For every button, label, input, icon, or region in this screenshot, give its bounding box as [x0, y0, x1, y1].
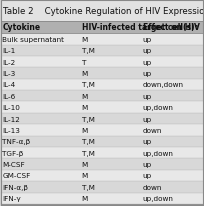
- Bar: [1, 79, 203, 91]
- Text: Table 2    Cytokine Regulation of HIV Expression: Table 2 Cytokine Regulation of HIV Expre…: [3, 7, 204, 16]
- Text: T,M: T,M: [82, 150, 94, 156]
- Text: M: M: [82, 195, 88, 201]
- Bar: [1, 181, 203, 193]
- Bar: [1, 136, 203, 147]
- Text: M: M: [82, 127, 88, 133]
- Text: IL-13: IL-13: [2, 127, 20, 133]
- Text: up: up: [143, 59, 152, 65]
- Bar: [1, 113, 203, 125]
- Bar: [1, 159, 203, 170]
- Text: M: M: [82, 37, 88, 43]
- Text: TNF-α,β: TNF-α,β: [2, 139, 31, 145]
- Text: M: M: [82, 71, 88, 77]
- Text: up: up: [143, 139, 152, 145]
- Text: GM-CSF: GM-CSF: [2, 173, 31, 179]
- Bar: [1, 57, 203, 68]
- Bar: [1, 68, 203, 79]
- Text: M: M: [82, 93, 88, 99]
- Text: up: up: [143, 173, 152, 179]
- Text: up,down: up,down: [143, 105, 174, 111]
- Bar: [1, 102, 203, 113]
- Text: IL-4: IL-4: [2, 82, 16, 88]
- Text: IFN-α,β: IFN-α,β: [2, 184, 28, 190]
- Text: T: T: [82, 59, 86, 65]
- Text: IL-6: IL-6: [2, 93, 16, 99]
- Text: up: up: [143, 116, 152, 122]
- Text: up: up: [143, 161, 152, 167]
- Text: down,down: down,down: [143, 82, 184, 88]
- Text: T,M: T,M: [82, 116, 94, 122]
- Text: T,M: T,M: [82, 82, 94, 88]
- Text: up: up: [143, 93, 152, 99]
- Bar: [1, 91, 203, 102]
- Bar: [1, 1, 203, 22]
- Text: down: down: [143, 184, 162, 190]
- Text: Cytokine: Cytokine: [2, 23, 41, 32]
- Text: IL-1: IL-1: [2, 48, 16, 54]
- Text: TGF-β: TGF-β: [2, 150, 24, 156]
- Text: down: down: [143, 127, 162, 133]
- Text: up: up: [143, 37, 152, 43]
- Text: IL-3: IL-3: [2, 71, 16, 77]
- Text: IL-2: IL-2: [2, 59, 16, 65]
- Text: M: M: [82, 173, 88, 179]
- Text: up: up: [143, 71, 152, 77]
- Text: up,down: up,down: [143, 195, 174, 201]
- Bar: [1, 147, 203, 159]
- Bar: [1, 125, 203, 136]
- Bar: [1, 22, 203, 34]
- Text: M: M: [82, 161, 88, 167]
- Text: IL-12: IL-12: [2, 116, 20, 122]
- Text: IFN-γ: IFN-γ: [2, 195, 21, 201]
- Bar: [1, 34, 203, 45]
- Bar: [1, 193, 203, 204]
- Bar: [1, 45, 203, 57]
- Text: T,M: T,M: [82, 184, 94, 190]
- Text: M-CSF: M-CSF: [2, 161, 25, 167]
- Text: Effect on HIV: Effect on HIV: [143, 23, 200, 32]
- Bar: [1, 170, 203, 181]
- Text: IL-10: IL-10: [2, 105, 20, 111]
- Text: Bulk supernatant: Bulk supernatant: [2, 37, 64, 43]
- Text: T,M: T,M: [82, 48, 94, 54]
- Text: up,down: up,down: [143, 150, 174, 156]
- Text: up: up: [143, 48, 152, 54]
- Text: M: M: [82, 105, 88, 111]
- Text: HIV-infected target cell(s)ᵃ: HIV-infected target cell(s)ᵃ: [82, 23, 198, 32]
- Text: T,M: T,M: [82, 139, 94, 145]
